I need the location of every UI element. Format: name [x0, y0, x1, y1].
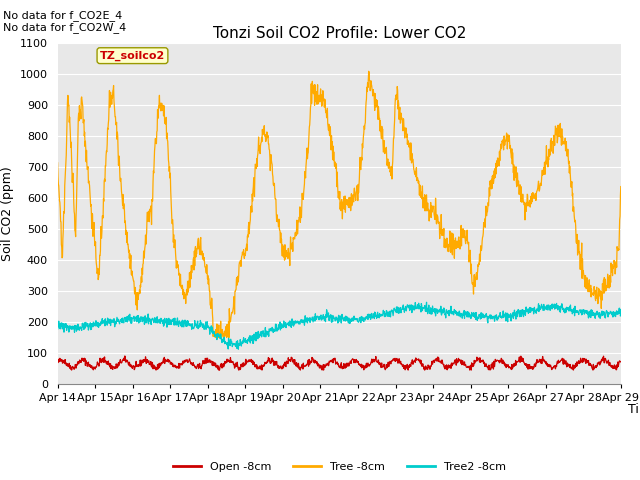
Open -8cm [316, 362, 323, 368]
Tree -8cm [365, 69, 372, 74]
Tree -8cm [212, 335, 220, 340]
Tree2 -8cm [120, 318, 128, 324]
Legend: Open -8cm, Tree -8cm, Tree2 -8cm: Open -8cm, Tree -8cm, Tree2 -8cm [168, 458, 510, 477]
Tree2 -8cm [374, 313, 382, 319]
Tree2 -8cm [293, 319, 301, 324]
Open -8cm [294, 364, 301, 370]
Tree -8cm [54, 160, 61, 166]
Tree2 -8cm [97, 320, 105, 326]
Open -8cm [305, 357, 313, 363]
Title: Tonzi Soil CO2 Profile: Lower CO2: Tonzi Soil CO2 Profile: Lower CO2 [212, 25, 466, 41]
Tree2 -8cm [305, 318, 312, 324]
Text: No data for f_CO2W_4: No data for f_CO2W_4 [3, 22, 127, 33]
Tree2 -8cm [422, 300, 430, 305]
Tree -8cm [120, 203, 128, 208]
Tree -8cm [305, 140, 312, 146]
Tree -8cm [293, 217, 301, 223]
Y-axis label: Soil CO2 (ppm): Soil CO2 (ppm) [1, 166, 14, 261]
Open -8cm [54, 359, 61, 365]
Tree -8cm [315, 98, 323, 104]
Line: Tree -8cm: Tree -8cm [58, 72, 621, 337]
Open -8cm [120, 358, 128, 363]
Open -8cm [98, 360, 106, 365]
Tree -8cm [97, 235, 105, 240]
Line: Open -8cm: Open -8cm [58, 356, 621, 370]
Tree2 -8cm [54, 326, 61, 332]
Tree2 -8cm [617, 311, 625, 317]
Line: Tree2 -8cm: Tree2 -8cm [58, 302, 621, 349]
Open -8cm [375, 360, 383, 366]
Tree -8cm [617, 184, 625, 190]
Tree -8cm [375, 111, 383, 117]
Tree2 -8cm [234, 347, 242, 352]
Tree2 -8cm [315, 316, 323, 322]
Open -8cm [121, 353, 129, 359]
Text: No data for f_CO2E_4: No data for f_CO2E_4 [3, 11, 122, 22]
Open -8cm [68, 367, 76, 373]
X-axis label: Time: Time [628, 403, 640, 416]
Text: TZ_soilco2: TZ_soilco2 [100, 50, 165, 61]
Open -8cm [617, 359, 625, 365]
